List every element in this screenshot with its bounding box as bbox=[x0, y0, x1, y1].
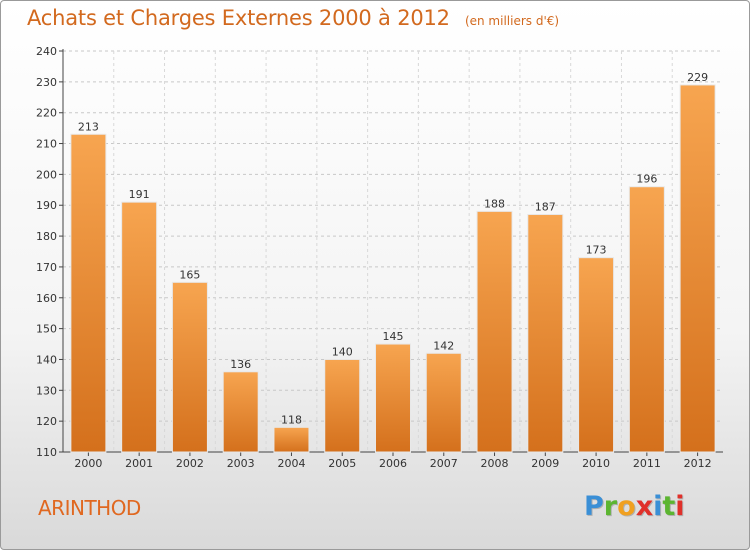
data-label: 165 bbox=[179, 268, 200, 281]
y-tick-label: 190 bbox=[36, 199, 57, 212]
brand-letter: r bbox=[603, 491, 618, 522]
y-tick-label: 230 bbox=[36, 76, 57, 89]
x-tick-label: 2000 bbox=[74, 457, 102, 470]
data-label: 213 bbox=[78, 120, 99, 133]
y-tick-label: 120 bbox=[36, 415, 57, 428]
bar bbox=[375, 343, 411, 453]
chart-title: Achats et Charges Externes 2000 à 2012 bbox=[27, 6, 450, 30]
x-tick-label: 2007 bbox=[430, 457, 458, 470]
y-tick-label: 130 bbox=[36, 384, 57, 397]
y-tick-label: 140 bbox=[36, 353, 57, 366]
proxiti-logo: Proxiti bbox=[584, 491, 685, 522]
x-tick-label: 2004 bbox=[277, 457, 305, 470]
x-tick-label: 2011 bbox=[633, 457, 661, 470]
brand-letter: x bbox=[635, 491, 654, 522]
y-tick-label: 110 bbox=[36, 446, 57, 459]
bar bbox=[273, 426, 310, 453]
brand-letter: i bbox=[675, 491, 685, 522]
bar bbox=[70, 133, 107, 453]
x-tick-label: 2012 bbox=[684, 457, 712, 470]
data-label: 229 bbox=[687, 71, 708, 84]
y-tick-label: 210 bbox=[36, 138, 57, 151]
data-label: 188 bbox=[484, 197, 505, 210]
bar bbox=[171, 281, 208, 453]
y-tick-label: 200 bbox=[36, 168, 57, 181]
x-tick-label: 2005 bbox=[328, 457, 356, 470]
bar bbox=[578, 257, 615, 453]
x-tick-label: 2010 bbox=[582, 457, 610, 470]
bars bbox=[70, 84, 716, 453]
data-labels: 213 191 165 136 118 140 145 142 188 187 173 196 229 bbox=[78, 71, 708, 426]
data-label: 140 bbox=[332, 345, 353, 358]
bar bbox=[628, 186, 665, 453]
y-tick-label: 170 bbox=[36, 261, 57, 274]
brand-letter: o bbox=[617, 491, 636, 522]
commune-name: ARINTHOD bbox=[38, 496, 141, 520]
brand-letter: i bbox=[653, 491, 663, 522]
x-tick-label: 2006 bbox=[379, 457, 407, 470]
x-tick-label: 2002 bbox=[176, 457, 204, 470]
brand-letter: P bbox=[584, 491, 604, 522]
x-tick-label: 2003 bbox=[227, 457, 255, 470]
bar bbox=[121, 201, 158, 453]
bar bbox=[527, 213, 564, 453]
data-label: 118 bbox=[281, 413, 302, 426]
y-tick-label: 180 bbox=[36, 230, 57, 243]
y-tick-label: 160 bbox=[36, 292, 57, 305]
x-tick-label: 2001 bbox=[125, 457, 153, 470]
bar bbox=[476, 210, 513, 453]
bar bbox=[679, 84, 716, 453]
data-label: 196 bbox=[636, 173, 657, 186]
data-label: 142 bbox=[433, 339, 454, 352]
bar bbox=[425, 352, 462, 453]
title-row: Achats et Charges Externes 2000 à 2012 (… bbox=[27, 6, 559, 30]
y-tick-label: 220 bbox=[36, 107, 57, 120]
y-tick-label: 150 bbox=[36, 323, 57, 336]
data-label: 187 bbox=[535, 200, 556, 213]
x-tick-label: 2009 bbox=[531, 457, 559, 470]
data-label: 173 bbox=[586, 244, 607, 257]
bar bbox=[324, 358, 361, 453]
x-tick-label: 2008 bbox=[481, 457, 509, 470]
data-label: 191 bbox=[129, 188, 150, 201]
data-label: 136 bbox=[230, 358, 251, 371]
chart-subtitle: (en milliers d'€) bbox=[464, 14, 560, 28]
brand-letter: t bbox=[662, 491, 676, 522]
bar bbox=[222, 371, 259, 453]
data-label: 145 bbox=[383, 330, 404, 343]
y-tick-label: 240 bbox=[36, 45, 57, 58]
